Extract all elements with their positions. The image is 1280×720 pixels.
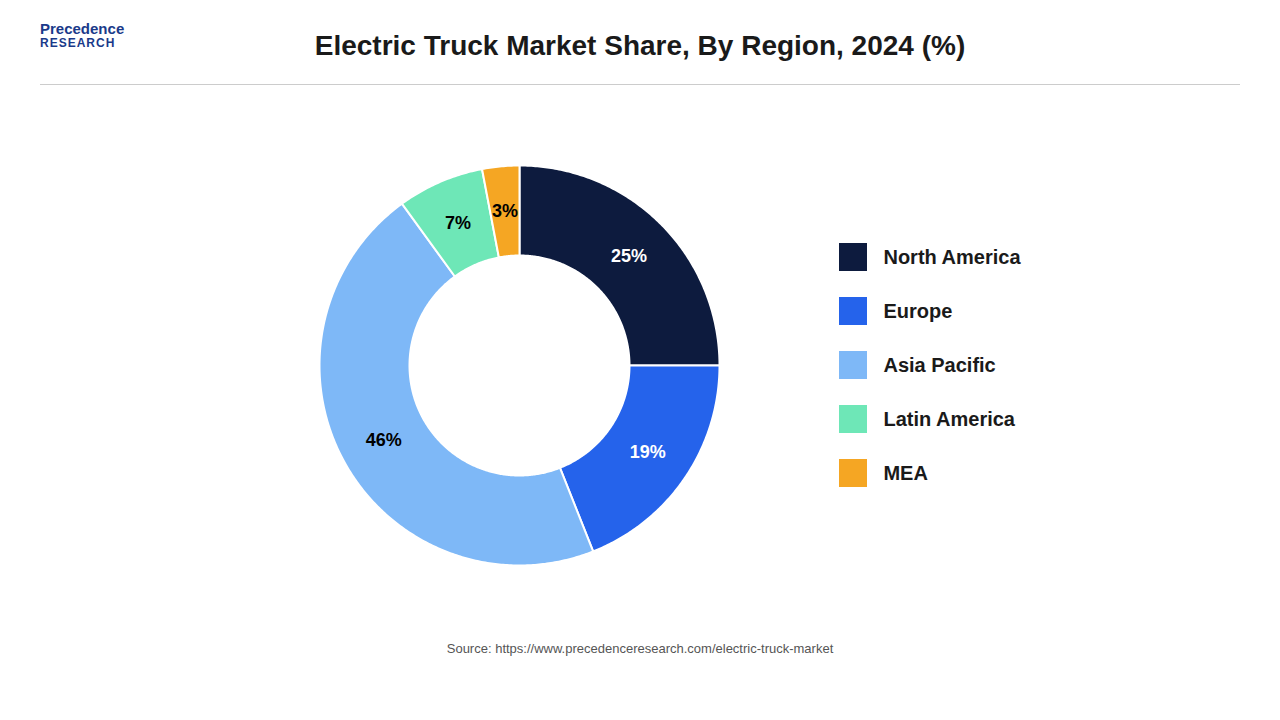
html-text:Europe: Europe [883,299,953,322]
html-text:Asia Pacific: Asia Pacific [883,353,996,376]
html-text:MEA: MEA [883,461,928,484]
svg-text:25%: 25% [612,246,648,266]
html-text:Electric Truck Market Share, B: Electric Truck Market Share, By Region, … [314,30,966,61]
html-text:Source: https://www.precedence: Source: https://www.precedenceresearch.c… [446,641,834,656]
html-text:Latin America: Latin America [883,407,1015,430]
svg-text:7%: 7% [445,213,471,233]
html-text:RESEARCH: RESEARCH [40,36,116,51]
html-text:Precedence: Precedence [40,20,125,37]
svg-text:46%: 46% [366,430,402,450]
svg-text:19%: 19% [630,442,666,462]
svg-text:3%: 3% [492,201,518,221]
html-text:North America: North America [883,245,1021,268]
